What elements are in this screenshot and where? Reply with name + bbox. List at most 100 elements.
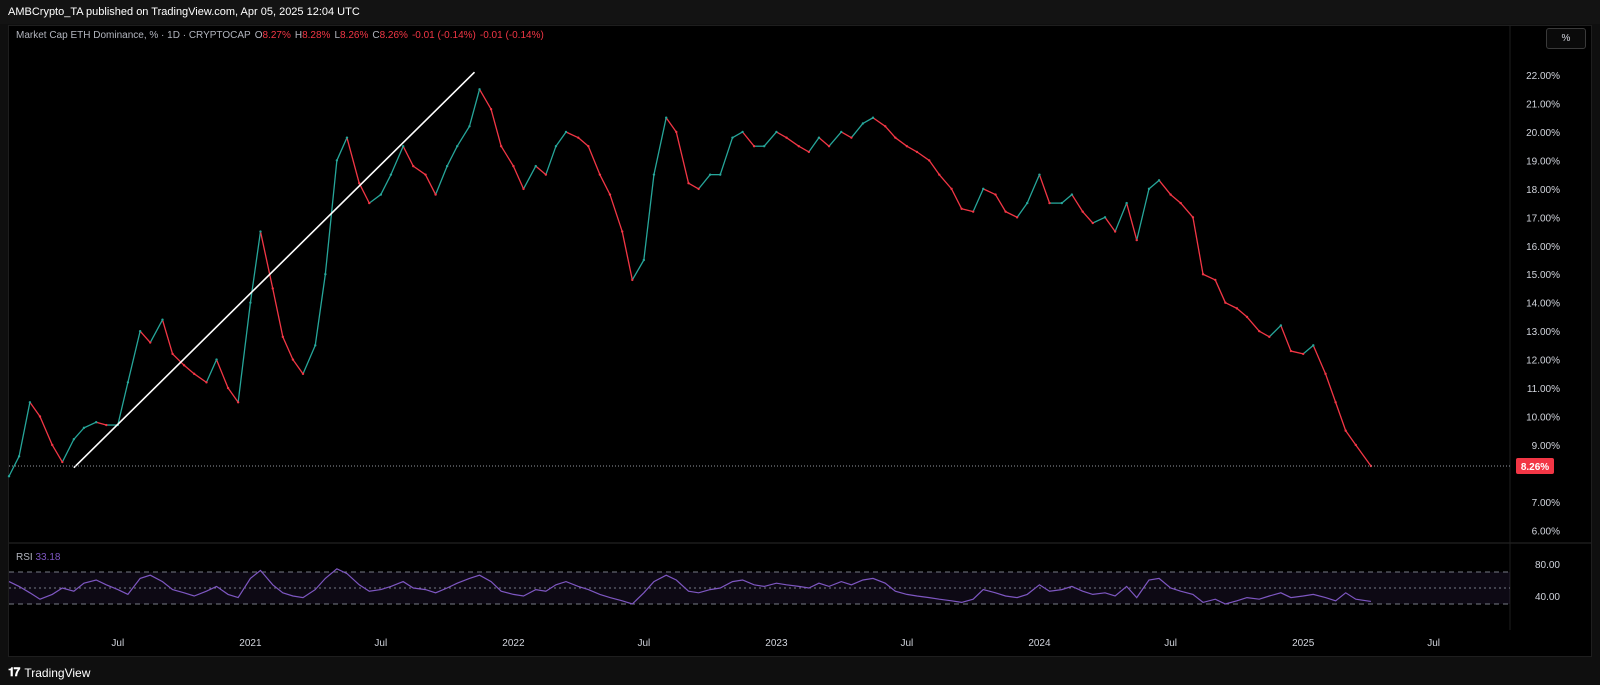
price-segment (1136, 188, 1150, 241)
rsi-tick-label: 40.00 (1535, 592, 1560, 603)
price-point (1214, 278, 1217, 282)
price-segment (742, 131, 755, 147)
price-point (807, 150, 811, 154)
symbol-title: Market Cap ETH Dominance, % · 1D · CRYPT… (16, 30, 251, 41)
price-segment (1005, 211, 1018, 218)
price-point (1235, 307, 1239, 310)
price-point (775, 130, 778, 134)
price-point (424, 173, 427, 176)
price-segment (906, 145, 918, 153)
price-segment (390, 145, 404, 175)
percent-scale-button[interactable]: % (1546, 28, 1586, 49)
price-point (1369, 464, 1373, 468)
chart-frame[interactable] (8, 25, 1592, 657)
price-segment (698, 174, 711, 190)
price-point (412, 164, 415, 168)
price-point (434, 193, 437, 196)
price-segment (577, 137, 589, 147)
price-segment (688, 182, 699, 190)
y-tick-label: 12.00% (1526, 356, 1560, 367)
price-point (1103, 216, 1107, 219)
price-segment (631, 259, 645, 281)
price-point (785, 136, 788, 139)
x-tick-label: Jul (374, 638, 387, 649)
price-point (1147, 187, 1151, 191)
price-point (1191, 216, 1195, 219)
price-segment (1268, 324, 1282, 338)
price-segment (808, 137, 820, 153)
price-point (762, 145, 766, 148)
price-segment (314, 274, 326, 346)
price-point (1289, 349, 1293, 353)
price-segment (1061, 194, 1073, 204)
price-segment (51, 444, 63, 463)
price-point (281, 335, 285, 339)
price-segment (665, 117, 677, 133)
price-segment (643, 174, 655, 261)
high-value: 8.28% (302, 30, 331, 41)
price-segment (862, 117, 874, 125)
price-segment (478, 88, 492, 110)
price-point (1125, 201, 1128, 205)
price-segment (1026, 174, 1041, 204)
price-point (1081, 210, 1084, 213)
price-point (28, 401, 32, 404)
price-point (368, 201, 371, 205)
price-segment (928, 160, 940, 176)
price-point (950, 187, 953, 191)
price-point (1258, 329, 1261, 333)
x-tick-label: Jul (1427, 638, 1440, 649)
price-segment (512, 165, 525, 190)
price-point (850, 136, 853, 139)
price-segment (1158, 179, 1172, 195)
price-segment (61, 438, 75, 463)
price-point (345, 136, 349, 139)
price-point (642, 258, 646, 262)
price-point (1224, 301, 1227, 304)
price-chart[interactable]: 22.00% 21.00% 20.00% 19.00% 18.00% 17.00% 16.0… (0, 0, 1600, 660)
y-tick-label: 10.00% (1526, 413, 1560, 424)
y-tick-label: 15.00% (1526, 270, 1560, 281)
price-point (577, 136, 580, 139)
price-point (226, 386, 230, 390)
price-point (1157, 179, 1161, 182)
price-segment (456, 125, 471, 147)
last-price-badge (1516, 458, 1554, 475)
price-segment (227, 387, 239, 403)
close-label: C (372, 30, 380, 41)
price-point (1334, 401, 1337, 404)
price-segment (402, 145, 414, 167)
high-label: H (294, 30, 303, 41)
x-tick-label: Jul (900, 638, 913, 649)
price-point (335, 159, 339, 162)
price-segment (938, 174, 953, 190)
price-point (72, 438, 76, 441)
price-point (259, 230, 262, 233)
symbol-legend: Market Cap ETH Dominance, % · 1D · CRYPT… (16, 30, 544, 41)
price-segment (1324, 373, 1337, 403)
price-point (149, 341, 152, 344)
price-segment (446, 145, 458, 167)
price-segment (732, 131, 743, 139)
price-point (1179, 201, 1182, 205)
price-point (817, 136, 821, 139)
price-segment (994, 194, 1007, 212)
price-segment (786, 137, 800, 147)
y-tick-label: 22.00% (1526, 71, 1560, 82)
price-segment (1312, 345, 1327, 375)
price-segment (1126, 202, 1138, 241)
y-tick-label: 17.00% (1526, 213, 1560, 224)
price-point (598, 173, 602, 176)
price-segment (215, 359, 229, 389)
y-tick-label: 19.00% (1526, 156, 1560, 167)
price-point (1344, 429, 1347, 432)
price-point (215, 358, 218, 361)
price-segment (346, 137, 360, 184)
price-segment (368, 194, 382, 204)
price-point (741, 130, 744, 134)
price-point (1201, 273, 1205, 276)
price-point (499, 145, 503, 148)
y-tick-label: 14.00% (1526, 299, 1560, 310)
price-point (445, 164, 449, 168)
rsi-tick-label: 80.00 (1535, 560, 1560, 571)
